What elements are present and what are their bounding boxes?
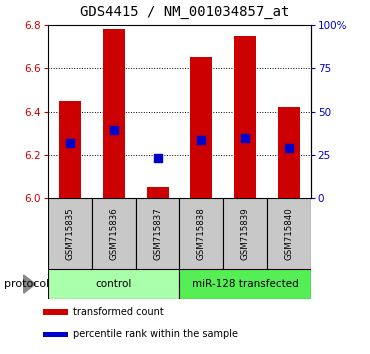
Bar [179,198,223,269]
Bar [103,29,125,198]
Bar [43,332,68,337]
Point [67,140,73,146]
Text: GSM715836: GSM715836 [109,207,118,260]
Text: miR-128 transfected: miR-128 transfected [192,279,299,289]
Text: transformed count: transformed count [73,307,164,317]
Bar [48,269,179,299]
Bar [179,269,311,299]
Bar [147,187,168,198]
Bar [278,107,300,198]
Bar [59,101,81,198]
Text: GSM715839: GSM715839 [240,207,250,260]
Point [111,127,117,133]
Point [286,145,292,151]
Bar [136,198,179,269]
Text: GSM715840: GSM715840 [285,207,293,260]
Bar [267,198,311,269]
Text: GSM715838: GSM715838 [197,207,206,260]
Text: percentile rank within the sample: percentile rank within the sample [73,329,238,339]
Bar [223,198,267,269]
Bar [191,57,212,198]
Bar [48,198,92,269]
Bar [92,198,136,269]
Bar [234,36,256,198]
Text: GDS4415 / NM_001034857_at: GDS4415 / NM_001034857_at [80,5,290,19]
Text: control: control [95,279,132,289]
Polygon shape [24,275,36,293]
Point [155,155,161,161]
Point [242,135,248,140]
Bar [43,309,68,315]
Text: GSM715835: GSM715835 [65,207,74,260]
Text: GSM715837: GSM715837 [153,207,162,260]
Text: protocol: protocol [4,279,49,289]
Point [198,137,204,143]
